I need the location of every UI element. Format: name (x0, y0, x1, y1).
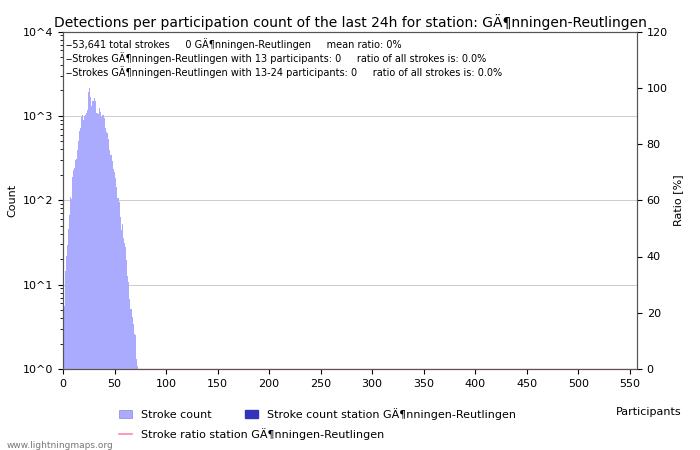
Bar (97, 114, 99, 450)
Bar (106, 132, 107, 450)
Bar (82, 116, 83, 450)
Bar (132, 324, 134, 450)
Bar (128, 282, 130, 450)
Bar (66, 245, 68, 450)
Bar (119, 202, 120, 450)
Bar (92, 101, 93, 450)
Bar (111, 155, 112, 450)
Bar (103, 115, 104, 450)
Title: Detections per participation count of the last 24h for station: GÄ¶nningen-Reutl: Detections per participation count of th… (54, 14, 646, 30)
Bar (75, 160, 76, 450)
Bar (134, 335, 136, 450)
Bar (86, 112, 88, 450)
Bar (107, 133, 108, 450)
Bar (93, 101, 95, 450)
Bar (104, 118, 105, 450)
Bar (74, 168, 75, 450)
Bar (108, 139, 109, 450)
Text: Participants: Participants (616, 407, 682, 417)
Bar (81, 117, 82, 450)
Bar (122, 224, 123, 450)
Bar (85, 115, 86, 450)
Bar (101, 117, 102, 450)
Bar (70, 197, 71, 450)
Bar (117, 198, 118, 450)
Bar (114, 172, 115, 450)
Bar (141, 414, 142, 450)
Bar (118, 198, 119, 450)
Bar (91, 106, 92, 450)
Bar (76, 159, 77, 450)
Bar (79, 131, 80, 450)
Bar (71, 199, 72, 450)
Y-axis label: Ratio [%]: Ratio [%] (673, 175, 683, 226)
Bar (120, 217, 121, 450)
Bar (99, 112, 101, 450)
Bar (115, 178, 116, 450)
Bar (142, 428, 143, 450)
Bar (138, 374, 139, 450)
Bar (109, 150, 110, 450)
Y-axis label: Count: Count (7, 184, 18, 217)
Bar (140, 405, 141, 450)
Bar (90, 97, 91, 450)
Bar (123, 238, 125, 450)
Bar (69, 215, 70, 450)
Bar (116, 187, 117, 450)
Bar (73, 170, 74, 450)
Bar (84, 116, 85, 450)
Bar (64, 271, 66, 450)
Bar (77, 150, 78, 450)
Bar (110, 155, 111, 450)
Bar (112, 161, 113, 450)
Bar (130, 309, 132, 450)
Bar (105, 128, 106, 450)
Bar (125, 247, 127, 450)
Bar (136, 366, 138, 450)
Bar (139, 385, 140, 450)
Bar (95, 101, 97, 450)
Bar (127, 276, 128, 450)
Bar (113, 169, 114, 450)
Legend: Stroke ratio station GÄ¶nningen-Reutlingen: Stroke ratio station GÄ¶nningen-Reutling… (115, 423, 388, 445)
Bar (78, 141, 79, 450)
Bar (94, 98, 95, 450)
Bar (68, 229, 69, 450)
Bar (80, 128, 81, 450)
Bar (83, 120, 84, 450)
Bar (102, 115, 103, 450)
Bar (88, 92, 90, 450)
Text: www.lightningmaps.org: www.lightningmaps.org (7, 441, 113, 450)
Bar (72, 176, 73, 450)
Bar (143, 438, 144, 450)
Text: ‒53,641 total strokes     0 GÄ¶nningen-Reutlingen     mean ratio: 0%
‒Strokes GÄ: ‒53,641 total strokes 0 GÄ¶nningen-Reutl… (66, 38, 502, 78)
Bar (121, 230, 122, 450)
